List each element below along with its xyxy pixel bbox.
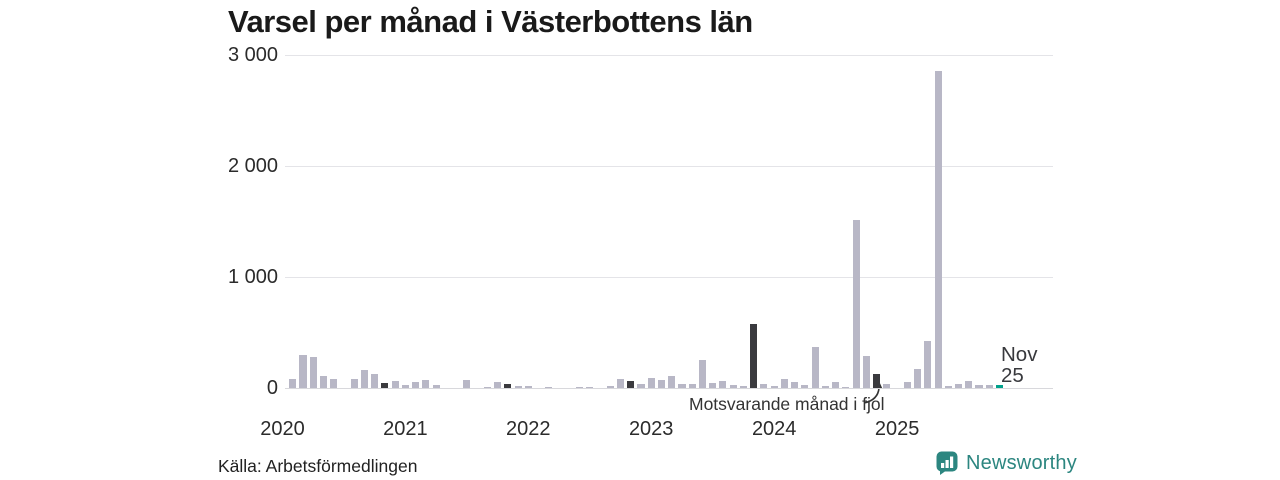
current-month-name: Nov [1001,343,1038,366]
bar-2025-03 [914,368,922,388]
bar-2023-12 [760,384,768,388]
current-month-year: 25 [1001,364,1024,387]
bar-2020-08 [350,379,358,388]
bar-2025-10 [985,384,993,388]
y-axis-label-2000: 2 000 [227,155,278,177]
bar-2021-03 [422,380,430,388]
bar-2024-07 [832,382,840,388]
bar-2020-09 [360,370,368,388]
x-axis-label-2021: 2021 [383,418,428,440]
bar-2023-01 [647,378,655,388]
bar-2021-07 [463,380,471,388]
gridline-3000 [285,55,1053,56]
bar-2025-04 [924,341,932,388]
bar-2023-10 [739,385,747,388]
bar-2024-12 [883,384,891,388]
x-axis-label-2023: 2023 [628,418,674,440]
bar-2021-01 [401,385,409,388]
bar-2020-03 [299,354,307,388]
bar-2025-08 [965,381,973,388]
bar-2025-11 [995,385,1004,388]
bar-2024-05 [811,346,819,388]
bar-2024-08 [842,386,850,388]
x-axis-label-2024: 2024 [751,418,797,440]
bar-2024-09 [852,219,860,388]
x-axis-label-2020: 2020 [260,418,305,440]
bar-2024-11 [873,373,881,388]
bar-2025-06 [944,385,952,388]
gridline-2000 [285,166,1053,167]
newsworthy-wordmark: Newsworthy [966,451,1077,474]
bar-2023-04 [678,383,686,388]
bar-2020-04 [309,356,317,388]
x-axis-label-2025: 2025 [874,418,920,440]
bar-2022-10 [616,379,625,388]
bar-2024-01 [770,385,778,388]
bar-2022-12 [637,384,645,388]
bar-2023-03 [668,375,676,388]
bar-2022-01 [524,385,532,388]
y-axis-label-0: 0 [266,377,278,399]
y-axis-label-3000: 3 000 [227,44,278,66]
gridline-1000 [285,277,1053,278]
bar-2025-09 [975,385,983,388]
bar-2023-09 [729,385,737,388]
bar-2024-10 [862,355,870,388]
x-axis-label-2022: 2022 [506,418,551,440]
bar-2025-02 [903,381,911,388]
bar-2021-02 [412,381,420,388]
bar-2023-06 [698,360,707,389]
gridline-0 [285,388,1053,389]
newsworthy-logo[interactable]: Newsworthy [936,451,1077,475]
bar-2023-07 [709,383,717,388]
bar-2020-02 [289,378,297,388]
bar-2021-12 [514,385,522,388]
bar-2025-05 [934,71,942,388]
bar-2021-10 [494,382,502,388]
newsworthy-icon [936,451,958,475]
bar-2025-07 [954,384,963,388]
bar-2024-02 [780,379,788,388]
bar-2023-11 [750,323,758,388]
bar-2020-11 [381,383,389,388]
bar-2023-08 [719,381,727,388]
current-month-label: Nov 25 [1001,344,1037,386]
bar-2024-04 [801,385,809,388]
annotation-label: Motsvarande månad i fjol [689,394,885,414]
y-axis-label-1000: 1 000 [227,266,278,288]
bar-2020-06 [330,378,338,388]
bar-2021-09 [483,386,491,388]
bar-2022-11 [627,381,635,388]
bar-2022-07 [586,386,594,388]
bar-2022-03 [545,386,553,388]
source-note: Källa: Arbetsförmedlingen [218,456,418,476]
chart-title: Varsel per månad i Västerbottens län [228,4,753,39]
bar-2020-12 [391,380,399,388]
bar-2020-05 [319,376,328,388]
bar-2022-09 [606,386,614,388]
bar-2023-05 [688,383,696,388]
bar-2022-06 [575,386,584,388]
bar-2024-06 [821,386,829,388]
bar-2023-02 [657,380,666,388]
bar-2021-11 [504,383,512,388]
bar-2020-10 [371,373,379,388]
bar-2024-03 [791,381,799,388]
bar-2021-04 [432,385,440,388]
